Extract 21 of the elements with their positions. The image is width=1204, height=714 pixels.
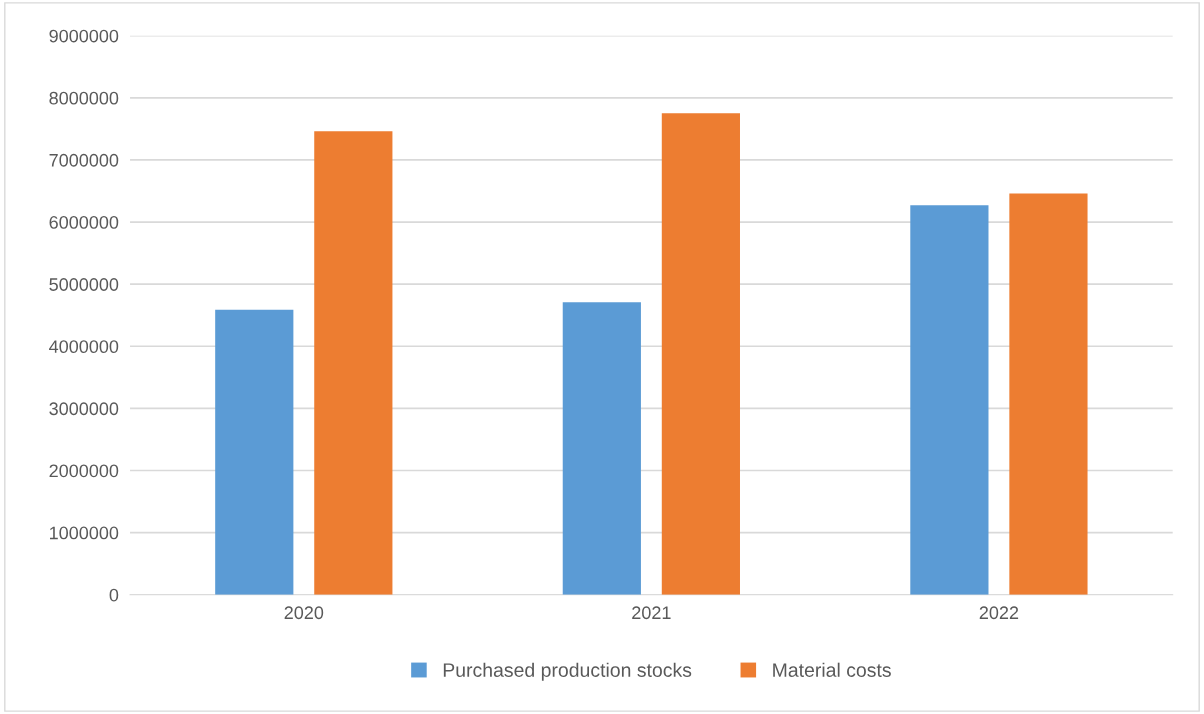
legend-label: Purchased production stocks bbox=[443, 662, 692, 681]
bar bbox=[1009, 193, 1088, 595]
y-tick-label: 3000000 bbox=[49, 402, 119, 416]
y-tick-label: 0 bbox=[109, 588, 119, 602]
y-tick-label: 1000000 bbox=[50, 526, 119, 540]
bar bbox=[562, 302, 641, 595]
bar bbox=[314, 131, 393, 595]
x-tick-label: 2020 bbox=[284, 606, 324, 620]
y-tick-label: 5000000 bbox=[49, 278, 119, 291]
y-tick-label: 6000000 bbox=[49, 215, 119, 229]
y-tick-label: 4000000 bbox=[49, 340, 119, 354]
x-tick-label: 2021 bbox=[632, 606, 671, 620]
legend-label: Material costs bbox=[773, 662, 891, 677]
y-tick-label: 8000000 bbox=[49, 91, 119, 105]
bar bbox=[215, 309, 294, 595]
y-tick-label: 7000000 bbox=[49, 153, 119, 167]
y-tick-label: 9000000 bbox=[49, 29, 119, 43]
y-tick-label: 2000000 bbox=[49, 464, 119, 478]
bar bbox=[910, 205, 989, 595]
bar bbox=[661, 113, 740, 595]
x-tick-label: 2022 bbox=[979, 606, 1019, 620]
